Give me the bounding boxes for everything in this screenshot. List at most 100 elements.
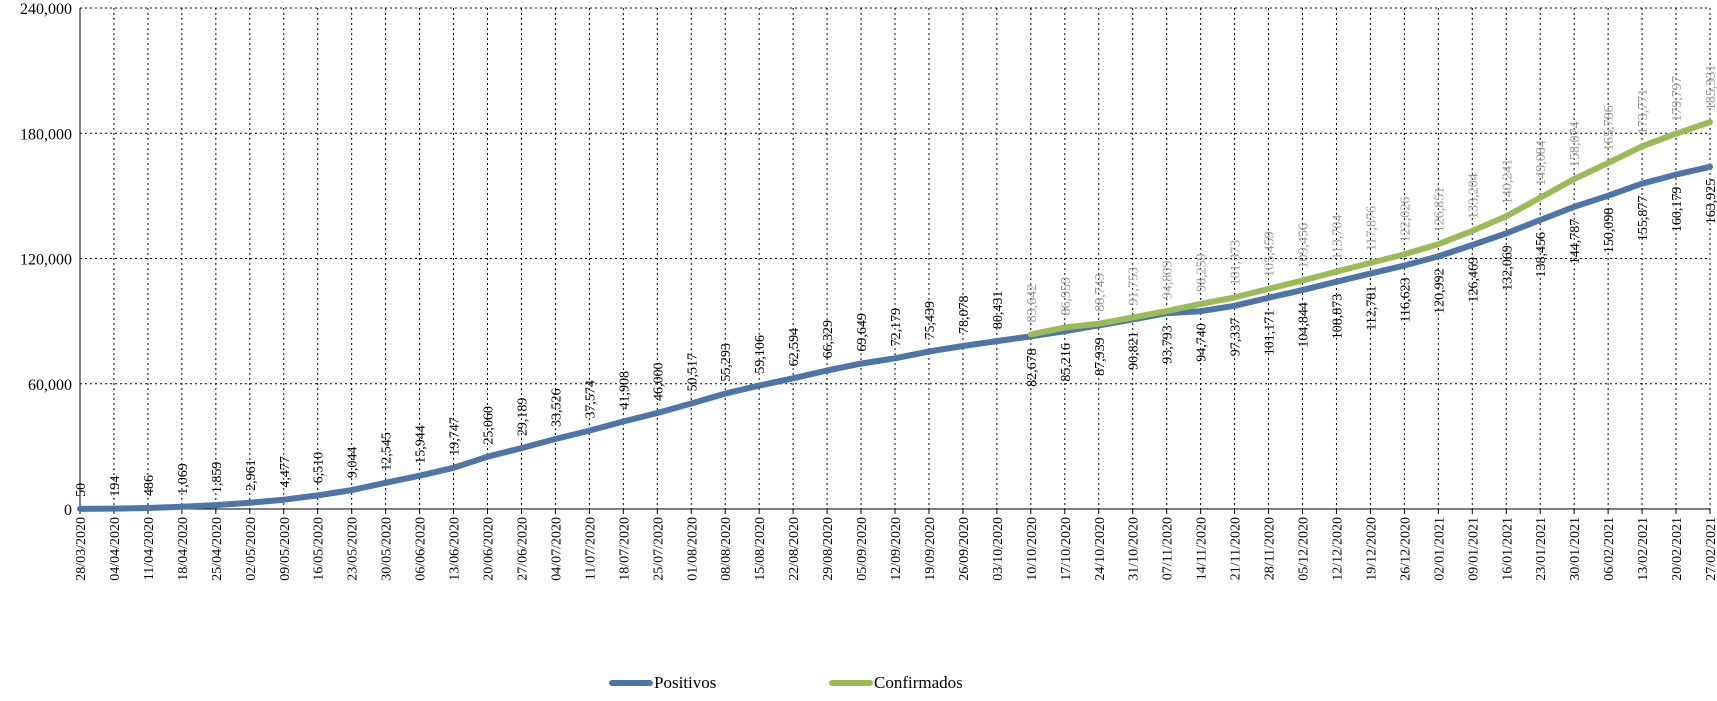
x-tick-label: 15/08/2020 <box>753 517 768 581</box>
data-label-positivos: 160,179 <box>1670 187 1685 233</box>
x-tick-label: 28/03/2020 <box>74 517 89 581</box>
legend-label-confirmados: Confirmados <box>874 673 963 692</box>
data-label-positivos: 108,873 <box>1330 294 1345 340</box>
x-tick-label: 27/06/2020 <box>515 517 530 581</box>
data-label-positivos: 104,844 <box>1297 302 1312 348</box>
x-tick-label: 22/08/2020 <box>787 517 802 581</box>
x-tick-label: 03/10/2020 <box>991 517 1006 581</box>
data-label-positivos: 41,908 <box>617 371 632 410</box>
data-label-positivos: 50,517 <box>685 353 700 392</box>
data-label-positivos: 19,747 <box>448 417 463 456</box>
data-label-positivos: 112,781 <box>1364 286 1379 331</box>
data-label-positivos: 2,961 <box>244 459 259 491</box>
y-tick-label: 120,000 <box>20 252 72 269</box>
data-label-confirmados: 173,771 <box>1636 89 1651 135</box>
data-label-confirmados: 158,074 <box>1568 122 1583 168</box>
x-tick-label: 18/07/2020 <box>617 517 632 581</box>
data-label-positivos: 87,939 <box>1093 337 1108 376</box>
data-label-positivos: 150,098 <box>1602 208 1617 254</box>
data-label-confirmados: 91,753 <box>1127 267 1142 306</box>
data-label-confirmados: 98,259 <box>1195 253 1210 292</box>
x-tick-label: 29/08/2020 <box>821 517 836 581</box>
data-label-positivos: 66,329 <box>821 320 836 359</box>
x-tick-label: 05/12/2020 <box>1297 517 1312 581</box>
data-label-positivos: 12,545 <box>380 432 395 471</box>
legend-label-positivos: Positivos <box>654 673 716 692</box>
data-label-positivos: 62,594 <box>787 328 802 367</box>
data-label-positivos: 163,925 <box>1704 179 1717 225</box>
x-tick-label: 12/12/2020 <box>1330 517 1345 581</box>
data-label-positivos: 50 <box>74 483 89 497</box>
data-label-confirmados: 126,851 <box>1432 187 1447 233</box>
x-tick-label: 26/12/2020 <box>1398 517 1413 581</box>
data-label-positivos: 194 <box>108 476 123 497</box>
x-tick-label: 16/05/2020 <box>312 517 327 581</box>
x-tick-label: 06/02/2021 <box>1602 517 1617 581</box>
x-tick-label: 04/04/2020 <box>108 517 123 581</box>
data-label-positivos: 1,859 <box>210 462 225 494</box>
x-tick-label: 30/01/2021 <box>1568 517 1583 581</box>
x-tick-label: 13/02/2021 <box>1636 517 1651 581</box>
data-label-positivos: 33,526 <box>549 389 564 428</box>
data-label-confirmados: 113,704 <box>1330 215 1345 260</box>
data-label-positivos: 15,944 <box>414 425 429 464</box>
x-tick-label: 11/07/2020 <box>583 517 598 580</box>
data-label-positivos: 486 <box>142 475 157 496</box>
data-label-positivos: 97,337 <box>1229 318 1244 357</box>
x-tick-label: 20/06/2020 <box>482 517 497 581</box>
data-label-positivos: 9,044 <box>346 447 361 479</box>
x-tick-label: 12/09/2020 <box>889 517 904 581</box>
x-tick-label: 24/10/2020 <box>1093 517 1108 581</box>
data-label-positivos: 126,469 <box>1466 257 1481 303</box>
series-line-confirmados <box>1027 119 1713 338</box>
x-tick-label: 05/09/2020 <box>855 517 870 581</box>
data-label-confirmados: 101,373 <box>1229 240 1244 286</box>
data-label-positivos: 82,678 <box>1025 348 1040 387</box>
x-tick-label: 28/11/2020 <box>1263 517 1278 580</box>
data-label-positivos: 85,216 <box>1059 343 1074 382</box>
y-tick-label: 180,000 <box>20 126 72 143</box>
data-label-confirmados: 117,876 <box>1364 206 1379 251</box>
y-tick-label: 60,000 <box>28 377 72 394</box>
data-label-confirmados: 122,026 <box>1398 197 1413 243</box>
data-label-positivos: 132,069 <box>1500 245 1515 291</box>
data-label-positivos: 90,821 <box>1127 331 1142 370</box>
series-line-positivos <box>77 163 1713 512</box>
data-label-positivos: 37,574 <box>583 380 598 419</box>
data-label-positivos: 80,431 <box>991 291 1006 330</box>
data-label-confirmados: 140,241 <box>1500 159 1515 205</box>
x-tick-label: 14/11/2020 <box>1195 517 1210 580</box>
data-label-positivos: 69,649 <box>855 313 870 352</box>
data-label-confirmados: 133,204 <box>1466 173 1481 219</box>
x-tick-label: 19/12/2020 <box>1364 517 1379 581</box>
x-tick-label: 13/06/2020 <box>448 517 463 581</box>
x-tick-label: 11/04/2020 <box>142 517 157 580</box>
data-label-positivos: 120,992 <box>1432 268 1447 314</box>
x-tick-label: 02/05/2020 <box>244 517 259 581</box>
data-label-confirmados: 105,459 <box>1263 231 1278 277</box>
x-tick-label: 10/10/2020 <box>1025 517 1040 581</box>
data-label-positivos: 25,060 <box>482 406 497 445</box>
x-tick-label: 07/11/2020 <box>1161 517 1176 580</box>
x-tick-label: 25/07/2020 <box>651 517 666 581</box>
data-label-confirmados: 86,959 <box>1059 277 1074 316</box>
x-tick-label: 21/11/2020 <box>1229 517 1244 580</box>
x-tick-label: 01/08/2020 <box>685 517 700 581</box>
x-tick-label: 31/10/2020 <box>1127 517 1142 581</box>
data-label-positivos: 75,439 <box>923 301 938 340</box>
data-label-confirmados: 165,786 <box>1602 105 1617 151</box>
data-label-confirmados: 94,809 <box>1161 261 1176 300</box>
x-tick-label: 06/06/2020 <box>414 517 429 581</box>
x-tick-label: 27/02/2021 <box>1704 517 1717 581</box>
data-label-positivos: 144,787 <box>1568 219 1583 265</box>
data-label-positivos: 94,740 <box>1195 323 1210 362</box>
x-tick-label: 30/05/2020 <box>380 517 395 581</box>
x-tick-label: 02/01/2021 <box>1432 517 1447 581</box>
x-tick-label: 17/10/2020 <box>1059 517 1074 581</box>
x-tick-label: 26/09/2020 <box>957 517 972 581</box>
x-tick-label: 23/05/2020 <box>346 517 361 581</box>
data-label-positivos: 29,189 <box>515 398 530 437</box>
y-tick-label: 0 <box>64 502 72 519</box>
x-tick-label: 18/04/2020 <box>176 517 191 581</box>
